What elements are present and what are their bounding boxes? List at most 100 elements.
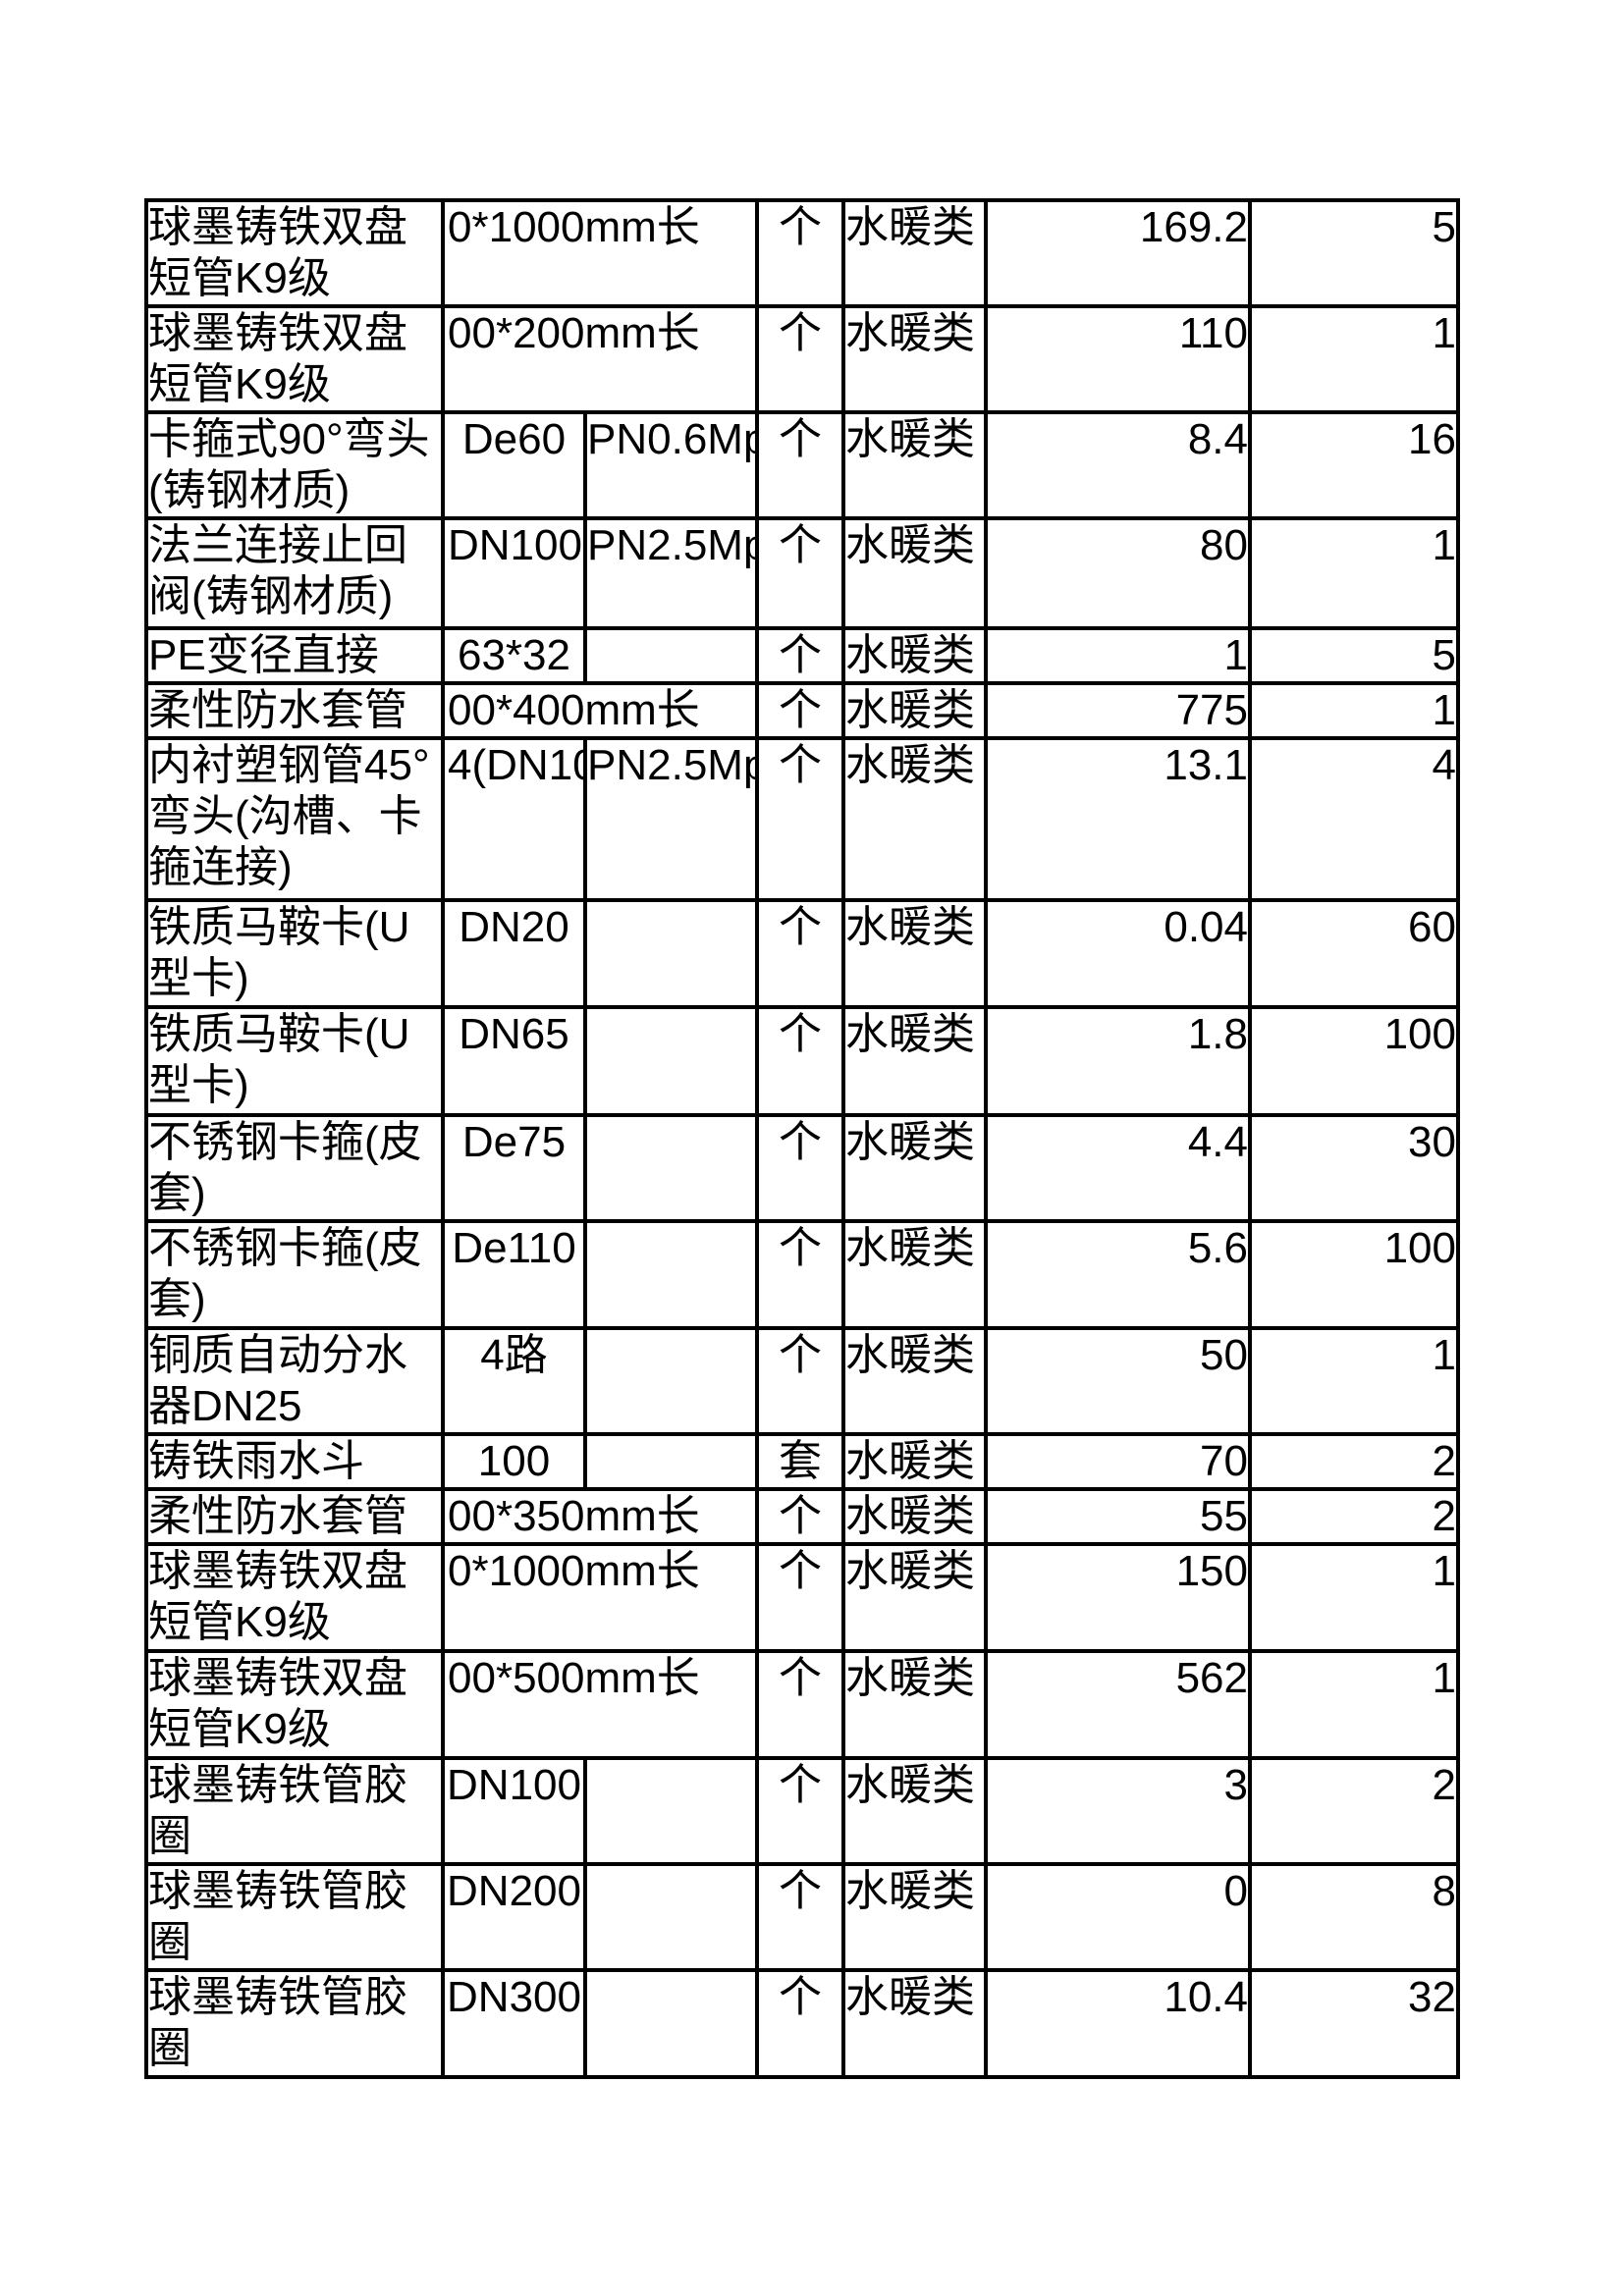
cell-pressure-spec bbox=[583, 1756, 759, 1866]
table-row: 球墨铸铁管胶圈 DN100 个水暖类 3 2 bbox=[144, 1756, 1460, 1866]
cell-unit: 个 bbox=[755, 626, 845, 685]
table-row: 球墨铸铁管胶圈 DN200 个水暖类 0 8 bbox=[144, 1862, 1460, 1972]
cell-quantity: 100 bbox=[1248, 1005, 1460, 1117]
cell-unit: 个 bbox=[755, 1862, 845, 1972]
cell-material-name: 卡箍式90°弯头(铸钢材质) bbox=[144, 410, 445, 520]
cell-price: 1 bbox=[984, 626, 1252, 685]
cell-quantity: 1 bbox=[1248, 304, 1460, 414]
cell-unit: 个 bbox=[755, 198, 845, 308]
cell-price: 55 bbox=[984, 1487, 1252, 1546]
cell-category: 水暖类 bbox=[841, 1862, 988, 1972]
cell-unit: 个 bbox=[755, 1968, 845, 2079]
table-row: 铜质自动分水器DN25 4路 个水暖类 50 1 bbox=[144, 1326, 1460, 1436]
cell-spec: 4(DN10 bbox=[441, 736, 587, 902]
cell-category: 水暖类 bbox=[841, 198, 988, 308]
cell-quantity: 32 bbox=[1248, 1968, 1460, 2079]
cell-pressure-spec: PN2.5Mp bbox=[583, 516, 759, 630]
cell-quantity: 100 bbox=[1248, 1219, 1460, 1330]
cell-price: 1.8 bbox=[984, 1005, 1252, 1117]
cell-material-name: 铸铁雨水斗 bbox=[144, 1432, 445, 1491]
cell-unit: 个 bbox=[755, 736, 845, 902]
cell-quantity: 1 bbox=[1248, 1326, 1460, 1436]
cell-quantity: 1 bbox=[1248, 516, 1460, 630]
cell-material-name: 球墨铸铁管胶圈 bbox=[144, 1968, 445, 2079]
cell-price: 80 bbox=[984, 516, 1252, 630]
cell-unit: 个 bbox=[755, 516, 845, 630]
cell-category: 水暖类 bbox=[841, 516, 988, 630]
cell-material-name: PE变径直接 bbox=[144, 626, 445, 685]
cell-category: 水暖类 bbox=[841, 1542, 988, 1653]
cell-category: 水暖类 bbox=[841, 736, 988, 902]
cell-price: 775 bbox=[984, 681, 1252, 740]
cell-unit: 套 bbox=[755, 1432, 845, 1491]
cell-spec: De75 bbox=[441, 1113, 587, 1223]
cell-price: 13.1 bbox=[984, 736, 1252, 902]
cell-material-name: 铁质马鞍卡(U型卡) bbox=[144, 1005, 445, 1117]
cell-category: 水暖类 bbox=[841, 1005, 988, 1117]
cell-material-name: 球墨铸铁双盘短管K9级 bbox=[144, 1649, 445, 1760]
cell-category: 水暖类 bbox=[841, 681, 988, 740]
cell-pressure-spec bbox=[583, 1432, 759, 1491]
cell-spec: 00*500mm长 bbox=[441, 1649, 759, 1760]
table-row: 卡箍式90°弯头(铸钢材质) De60 PN0.6Mp 个水暖类 8.4 16 bbox=[144, 410, 1460, 520]
table-row: 球墨铸铁管胶圈 DN300 个水暖类 10.4 32 bbox=[144, 1968, 1460, 2079]
cell-quantity: 60 bbox=[1248, 898, 1460, 1009]
table-row: 法兰连接止回阀(铸钢材质) DN100 PN2.5Mp 个水暖类 80 1 bbox=[144, 516, 1460, 630]
table-row: 不锈钢卡箍(皮套) De110 个水暖类 5.6 100 bbox=[144, 1219, 1460, 1330]
cell-pressure-spec bbox=[583, 1113, 759, 1223]
cell-unit: 个 bbox=[755, 898, 845, 1009]
cell-spec: DN20 bbox=[441, 898, 587, 1009]
cell-unit: 个 bbox=[755, 1219, 845, 1330]
cell-quantity: 1 bbox=[1248, 1649, 1460, 1760]
cell-category: 水暖类 bbox=[841, 1326, 988, 1436]
cell-category: 水暖类 bbox=[841, 898, 988, 1009]
cell-pressure-spec: PN2.5Mp bbox=[583, 736, 759, 902]
cell-quantity: 5 bbox=[1248, 626, 1460, 685]
cell-category: 水暖类 bbox=[841, 1649, 988, 1760]
cell-quantity: 2 bbox=[1248, 1487, 1460, 1546]
cell-spec: 00*400mm长 bbox=[441, 681, 759, 740]
cell-material-name: 球墨铸铁双盘短管K9级 bbox=[144, 198, 445, 308]
cell-pressure-spec bbox=[583, 1968, 759, 2079]
cell-spec: DN200 bbox=[441, 1862, 587, 1972]
cell-category: 水暖类 bbox=[841, 1968, 988, 2079]
cell-price: 10.4 bbox=[984, 1968, 1252, 2079]
cell-unit: 个 bbox=[755, 1005, 845, 1117]
cell-material-name: 柔性防水套管 bbox=[144, 681, 445, 740]
cell-quantity: 1 bbox=[1248, 1542, 1460, 1653]
cell-material-name: 柔性防水套管 bbox=[144, 1487, 445, 1546]
cell-unit: 个 bbox=[755, 681, 845, 740]
cell-spec: 63*32 bbox=[441, 626, 587, 685]
cell-spec: 100 bbox=[441, 1432, 587, 1491]
table-row: 球墨铸铁双盘短管K9级 0*1000mm长个水暖类 150 1 bbox=[144, 1542, 1460, 1653]
cell-material-name: 球墨铸铁管胶圈 bbox=[144, 1862, 445, 1972]
table-row: PE变径直接 63*32 个水暖类 1 5 bbox=[144, 626, 1460, 685]
cell-pressure-spec bbox=[583, 1005, 759, 1117]
cell-spec: 0*1000mm长 bbox=[441, 198, 759, 308]
cell-price: 0.04 bbox=[984, 898, 1252, 1009]
cell-spec: DN100 bbox=[441, 516, 587, 630]
cell-category: 水暖类 bbox=[841, 1219, 988, 1330]
table-row: 铸铁雨水斗 100 套水暖类 70 2 bbox=[144, 1432, 1460, 1491]
cell-category: 水暖类 bbox=[841, 304, 988, 414]
cell-category: 水暖类 bbox=[841, 1756, 988, 1866]
table-row: 不锈钢卡箍(皮套) De75 个水暖类 4.4 30 bbox=[144, 1113, 1460, 1223]
table-row: 球墨铸铁双盘短管K9级 00*500mm长个水暖类 562 1 bbox=[144, 1649, 1460, 1760]
cell-spec: DN300 bbox=[441, 1968, 587, 2079]
cell-material-name: 内衬塑钢管45°弯头(沟槽、卡箍连接) bbox=[144, 736, 445, 902]
cell-price: 4.4 bbox=[984, 1113, 1252, 1223]
cell-quantity: 16 bbox=[1248, 410, 1460, 520]
cell-quantity: 2 bbox=[1248, 1756, 1460, 1866]
materials-table: 球墨铸铁双盘短管K9级 0*1000mm长个水暖类 169.2 5 球墨铸铁双盘短管K9… bbox=[144, 198, 1460, 2079]
cell-category: 水暖类 bbox=[841, 626, 988, 685]
cell-unit: 个 bbox=[755, 1649, 845, 1760]
cell-material-name: 铁质马鞍卡(U型卡) bbox=[144, 898, 445, 1009]
cell-pressure-spec bbox=[583, 898, 759, 1009]
cell-pressure-spec: PN0.6Mp bbox=[583, 410, 759, 520]
cell-unit: 个 bbox=[755, 304, 845, 414]
cell-unit: 个 bbox=[755, 1542, 845, 1653]
cell-unit: 个 bbox=[755, 1756, 845, 1866]
cell-category: 水暖类 bbox=[841, 1432, 988, 1491]
cell-pressure-spec bbox=[583, 1326, 759, 1436]
